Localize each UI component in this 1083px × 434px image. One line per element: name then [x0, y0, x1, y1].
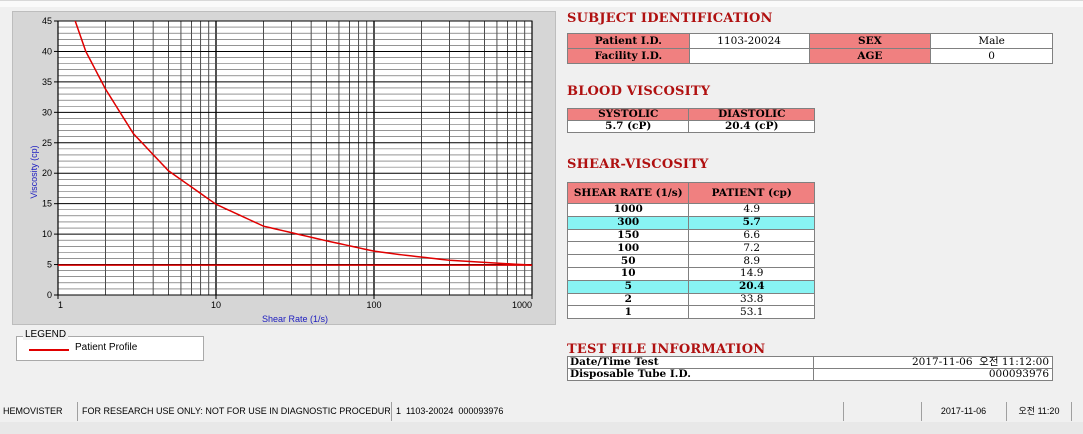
patient-cp-cell: 33.8: [688, 292, 815, 307]
y-tick-label: 40: [42, 46, 52, 56]
main-window: 0 5 10 15 20 25 30 35 40 45 1 10 100 1000 Viscosity (…: [0, 0, 1083, 381]
y-tick-label: 25: [42, 138, 52, 148]
table-row: 5 20.4: [566, 279, 815, 294]
shear-rate-cell: 300: [566, 215, 690, 230]
chart-ticks: 0 5 10 15 20 25 30 35 40 45 1 10 100 1000: [42, 16, 533, 310]
tube-id-label: Disposable Tube I.D.: [566, 368, 815, 381]
patient-cp-header: PATIENT (cp): [688, 182, 815, 204]
patient-cp-cell: 7.2: [688, 241, 815, 256]
age-label: AGE: [808, 48, 932, 64]
sex-label: SEX: [808, 33, 932, 49]
x-axis-label: Shear Rate (1/s): [262, 314, 328, 324]
diastolic-value: 20.4 (cP): [688, 120, 815, 133]
y-tick-label: 35: [42, 77, 52, 87]
status-date: 2017-11-06: [921, 402, 1005, 421]
status-empty-pane: [843, 402, 920, 421]
blood-section-title: BLOOD VISCOSITY: [567, 84, 711, 99]
chart-series: [58, 21, 532, 266]
datetime-label: Date/Time Test: [566, 356, 815, 369]
table-row: 150 6.6: [566, 228, 815, 243]
y-tick-label: 20: [42, 168, 52, 178]
shear-rate-cell: 5: [566, 279, 690, 294]
patient-cp-cell: 14.9: [688, 266, 815, 281]
shear-rate-cell: 1: [566, 305, 690, 320]
facility-id-label: Facility I.D.: [567, 48, 690, 64]
shear-rate-cell: 2: [566, 292, 690, 307]
y-tick-label: 5: [47, 260, 52, 270]
x-tick-label: 1: [58, 300, 63, 310]
systolic-label: SYSTOLIC: [566, 108, 690, 121]
systolic-value: 5.7 (cP): [566, 120, 690, 133]
table-row: 2 33.8: [566, 292, 815, 307]
patient-cp-cell: 6.6: [688, 228, 815, 243]
age-value: 0: [930, 48, 1053, 64]
status-bar: HEMOVISTER FOR RESEARCH USE ONLY: NOT FO…: [0, 400, 1083, 422]
test-file-info-table: Date/Time Test 2017-11-06 오전 11:12:00 Di…: [566, 356, 1053, 381]
shear-section-title: SHEAR-VISCOSITY: [567, 157, 709, 172]
table-row: 100 7.2: [566, 241, 815, 256]
y-tick-label: 45: [42, 16, 52, 26]
patient-id-label: Patient I.D.: [567, 33, 690, 49]
sex-value: Male: [930, 33, 1053, 49]
datetime-value: 2017-11-06 오전 11:12:00: [813, 356, 1053, 369]
shear-rate-cell: 1000: [566, 203, 690, 217]
chart-legend: LEGEND Patient Profile: [16, 329, 204, 361]
patient-cp-cell: 5.7: [688, 215, 815, 230]
shear-rate-cell: 150: [566, 228, 690, 243]
legend-line-swatch: [29, 349, 69, 351]
shear-viscosity-table: SHEAR RATE (1/s) PATIENT (cp) 1000 4.9 300…: [566, 182, 815, 320]
facility-id-value: [688, 48, 810, 64]
patient-cp-cell: 20.4: [688, 279, 815, 294]
status-app-name: HEMOVISTER: [3, 406, 63, 416]
status-research-notice: FOR RESEARCH USE ONLY: NOT FOR USE IN DI…: [77, 402, 390, 421]
table-row: 300 5.7: [566, 215, 815, 230]
patient-cp-cell: 53.1: [688, 305, 815, 320]
viscosity-chart-panel: 0 5 10 15 20 25 30 35 40 45 1 10 100 1000 Viscosity (…: [12, 11, 556, 325]
title-strip: [0, 1, 1083, 7]
table-row: 1000 4.9: [566, 203, 815, 217]
legend-item-label: Patient Profile: [75, 342, 138, 353]
subject-table: Patient I.D. 1103-20024 SEX Male Facilit…: [567, 33, 1053, 64]
patient-cp-cell: 8.9: [688, 254, 815, 268]
bottom-edge: [0, 422, 1083, 434]
x-tick-label: 100: [366, 300, 381, 310]
plot-area: [58, 21, 532, 295]
table-row: 10 14.9: [566, 266, 815, 281]
tube-id-value: 000093976: [813, 368, 1053, 381]
shear-rate-header: SHEAR RATE (1/s): [566, 182, 690, 204]
patient-cp-cell: 4.9: [688, 203, 815, 217]
testinfo-section-title: TEST FILE INFORMATION: [567, 342, 766, 357]
x-tick-label: 1000: [512, 300, 532, 310]
x-tick-label: 10: [211, 300, 221, 310]
y-tick-label: 15: [42, 199, 52, 209]
table-row: 50 8.9: [566, 254, 815, 268]
viscosity-chart: 0 5 10 15 20 25 30 35 40 45 1 10 100 1000 Viscosity (…: [29, 16, 533, 324]
shear-rate-cell: 100: [566, 241, 690, 256]
y-tick-label: 30: [42, 107, 52, 117]
series-line: [74, 21, 532, 266]
status-time: 오전 11:20: [1006, 402, 1072, 421]
y-tick-label: 0: [47, 290, 52, 300]
shear-rate-cell: 50: [566, 254, 690, 268]
shear-rate-cell: 10: [566, 266, 690, 281]
legend-title: LEGEND: [23, 329, 69, 340]
plot-border: [57, 20, 533, 296]
chart-grid: [57, 20, 533, 296]
status-record-info: 1 1103-20024 000093976: [391, 402, 842, 421]
patient-id-value: 1103-20024: [688, 33, 810, 49]
subject-section-title: SUBJECT IDENTIFICATION: [567, 11, 773, 26]
table-row: 1 53.1: [566, 305, 815, 320]
blood-viscosity-table: SYSTOLIC DIASTOLIC 5.7 (cP) 20.4 (cP): [566, 108, 815, 133]
diastolic-label: DIASTOLIC: [688, 108, 815, 121]
y-axis-label: Viscosity (cp): [29, 145, 39, 198]
y-tick-label: 10: [42, 229, 52, 239]
